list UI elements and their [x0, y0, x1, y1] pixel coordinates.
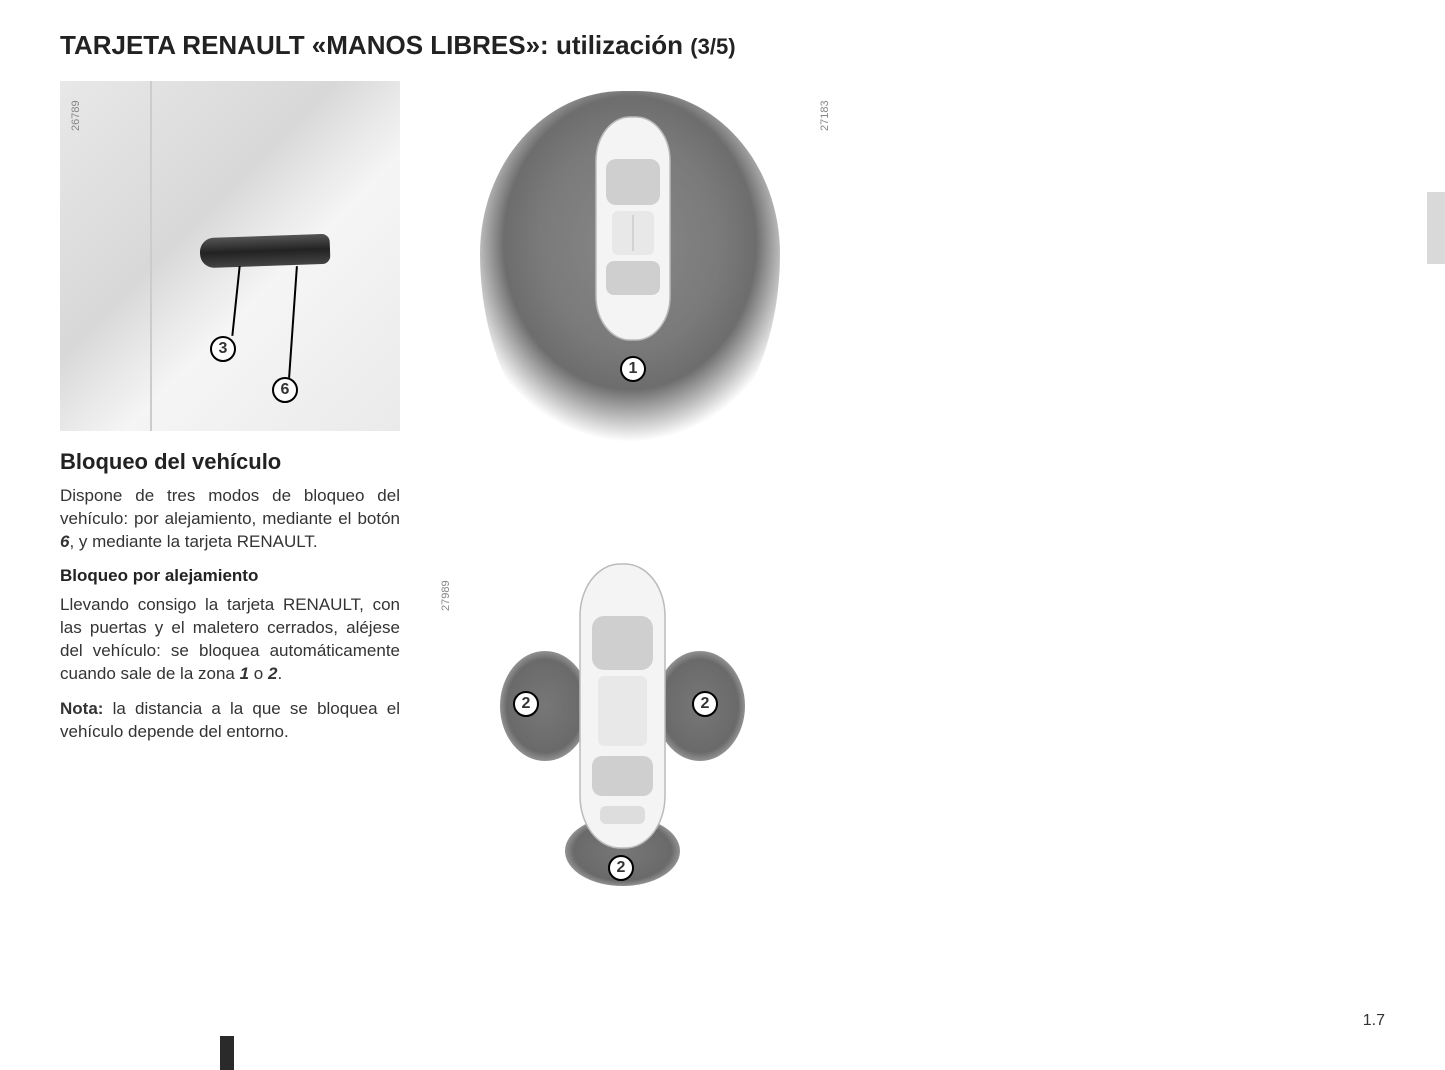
car-top-view-icon: [588, 111, 678, 346]
figure-id-label: 27989: [440, 580, 452, 611]
callout-line: [231, 266, 240, 336]
car-top-view-icon: [570, 556, 675, 856]
figure-zone-2: 27989 2 2 2: [440, 541, 820, 901]
note-text: la distancia a la que se bloquea el vehí…: [60, 699, 400, 741]
page-title: TARJETA RENAULT «MANOS LIBRES»: utilizac…: [60, 30, 1385, 61]
text-span: Llevando consigo la tarjeta RENAULT, con…: [60, 595, 400, 683]
title-main: TARJETA RENAULT «MANOS LIBRES»: utilizac…: [60, 30, 683, 60]
callout-6: 6: [272, 377, 298, 403]
callout-1: 1: [620, 356, 646, 382]
page-number: 1.7: [1363, 1012, 1385, 1030]
text-span: o: [249, 664, 268, 683]
figure-door-handle: 26789 3 6: [60, 81, 400, 431]
door-handle: [200, 234, 331, 269]
paragraph-note: Nota: la distancia a la que se bloquea e…: [60, 698, 400, 744]
footer-marker: [220, 1036, 234, 1070]
figure-id-label: 27183: [819, 100, 831, 131]
text-span: .: [277, 664, 282, 683]
figure-zone-1: 27183 1: [440, 81, 820, 481]
content-columns: 26789 3 6 Bloqueo del vehículo Dispone d…: [60, 81, 1385, 901]
text-span: Dispone de tres modos de bloqueo del veh…: [60, 486, 400, 528]
subheading-distance-lock: Bloqueo por alejamiento: [60, 566, 400, 586]
callout-2-bottom: 2: [608, 855, 634, 881]
text-span: , y mediante la tarjeta RENAULT.: [69, 532, 317, 551]
ref-zone-1: 1: [240, 664, 249, 683]
right-column: 27183 1 27989: [440, 81, 860, 901]
section-tab-marker: [1427, 192, 1445, 264]
callout-2-left: 2: [513, 691, 539, 717]
callout-3: 3: [210, 336, 236, 362]
paragraph-lock-modes: Dispone de tres modos de bloqueo del veh…: [60, 485, 400, 554]
door-seam-line: [150, 81, 152, 431]
callout-2-right: 2: [692, 691, 718, 717]
callout-line: [288, 266, 298, 378]
section-heading-lock: Bloqueo del vehículo: [60, 449, 400, 475]
title-page-indicator: (3/5): [690, 34, 735, 59]
left-column: 26789 3 6 Bloqueo del vehículo Dispone d…: [60, 81, 400, 901]
manual-page: TARJETA RENAULT «MANOS LIBRES»: utilizac…: [0, 0, 1445, 1070]
figure-id-label: 26789: [70, 100, 82, 131]
paragraph-distance-lock: Llevando consigo la tarjeta RENAULT, con…: [60, 594, 400, 686]
note-label: Nota:: [60, 699, 103, 718]
